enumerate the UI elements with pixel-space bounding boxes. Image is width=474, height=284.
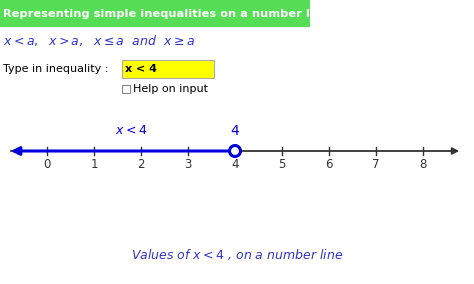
- Text: Representing simple inequalities on a number line: Representing simple inequalities on a nu…: [3, 9, 330, 19]
- Text: x < 4: x < 4: [125, 64, 157, 74]
- Text: 8: 8: [419, 158, 427, 172]
- Text: $x < a,\ \ x > a,\ \ x \leq a\ \ \mathit{and}\ \ x \geq a$: $x < a,\ \ x > a,\ \ x \leq a\ \ \mathit…: [3, 34, 195, 49]
- FancyBboxPatch shape: [122, 60, 214, 78]
- Text: 4: 4: [231, 158, 239, 172]
- Text: $x < 4$: $x < 4$: [116, 124, 148, 137]
- Text: 3: 3: [184, 158, 191, 172]
- Text: 7: 7: [372, 158, 380, 172]
- Text: Values of $x < 4$ , on a number line: Values of $x < 4$ , on a number line: [131, 247, 343, 262]
- FancyBboxPatch shape: [0, 0, 310, 27]
- Text: 0: 0: [43, 158, 51, 172]
- Text: Help on input: Help on input: [133, 84, 208, 94]
- Text: Type in inequality :: Type in inequality :: [3, 64, 109, 74]
- Text: 5: 5: [278, 158, 286, 172]
- FancyBboxPatch shape: [122, 85, 130, 93]
- Text: 2: 2: [137, 158, 145, 172]
- Text: 1: 1: [90, 158, 98, 172]
- Text: 6: 6: [325, 158, 333, 172]
- Circle shape: [229, 145, 240, 156]
- Text: $4$: $4$: [230, 124, 240, 138]
